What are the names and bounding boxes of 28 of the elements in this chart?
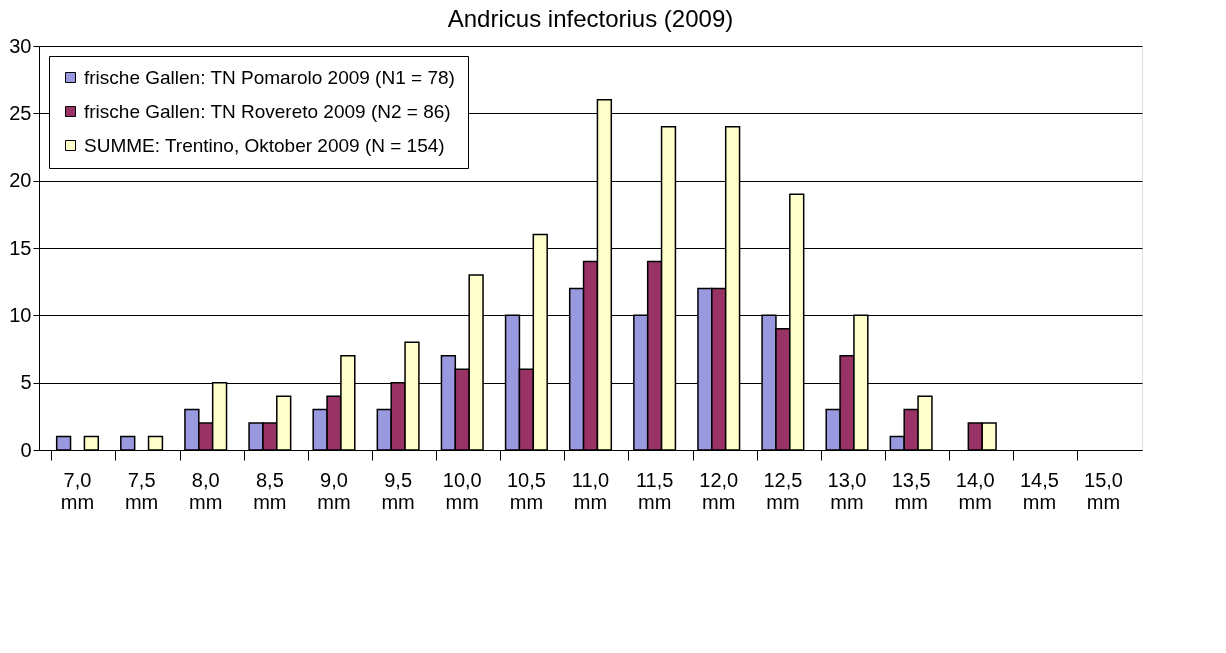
y-tick-label: 25 <box>9 101 32 124</box>
x-tick-label: 7,5 mm <box>124 468 159 513</box>
x-tick-label: 11,5 mm <box>635 468 674 513</box>
legend-label: frische Gallen: TN Rovereto 2009 (N2 = 86) <box>84 100 451 122</box>
x-tick-label: 14,0 mm <box>955 468 995 513</box>
x-tick-label: 8,5 mm <box>253 468 287 513</box>
x-tick-label: 8,0 mm <box>189 468 223 513</box>
x-tick-label: 12,5 mm <box>763 468 803 513</box>
y-tick-label: 0 <box>20 438 32 461</box>
x-tick-label: 10,5 mm <box>506 468 546 513</box>
x-tick-label: 9,5 mm <box>381 468 415 513</box>
y-tick-label: 30 <box>9 34 32 57</box>
x-tick-label: 10,0 mm <box>442 468 482 513</box>
legend-label: SUMME: Trentino, Oktober 2009 (N = 154) <box>84 134 445 156</box>
x-tick-label: 15,0 mm <box>1084 468 1123 513</box>
y-tick-label: 10 <box>9 303 32 326</box>
legend-label: frische Gallen: TN Pomarolo 2009 (N1 = 78) <box>84 66 455 88</box>
x-tick-label: 13,5 mm <box>891 468 931 513</box>
x-tick-label: 12,0 mm <box>699 468 739 513</box>
y-tick-label: 5 <box>20 371 32 394</box>
y-tick-label: 20 <box>9 169 32 192</box>
chart-title: Andricus infectorius (2009) <box>447 5 734 32</box>
x-tick-label: 11,0 mm <box>571 468 610 513</box>
x-tick-label: 7,0 mm <box>60 468 95 513</box>
x-tick-label: 13,0 mm <box>827 468 867 513</box>
x-tick-label: 14,5 mm <box>1019 468 1059 513</box>
y-tick-label: 15 <box>9 236 32 259</box>
x-tick-label: 9,0 mm <box>317 468 351 513</box>
